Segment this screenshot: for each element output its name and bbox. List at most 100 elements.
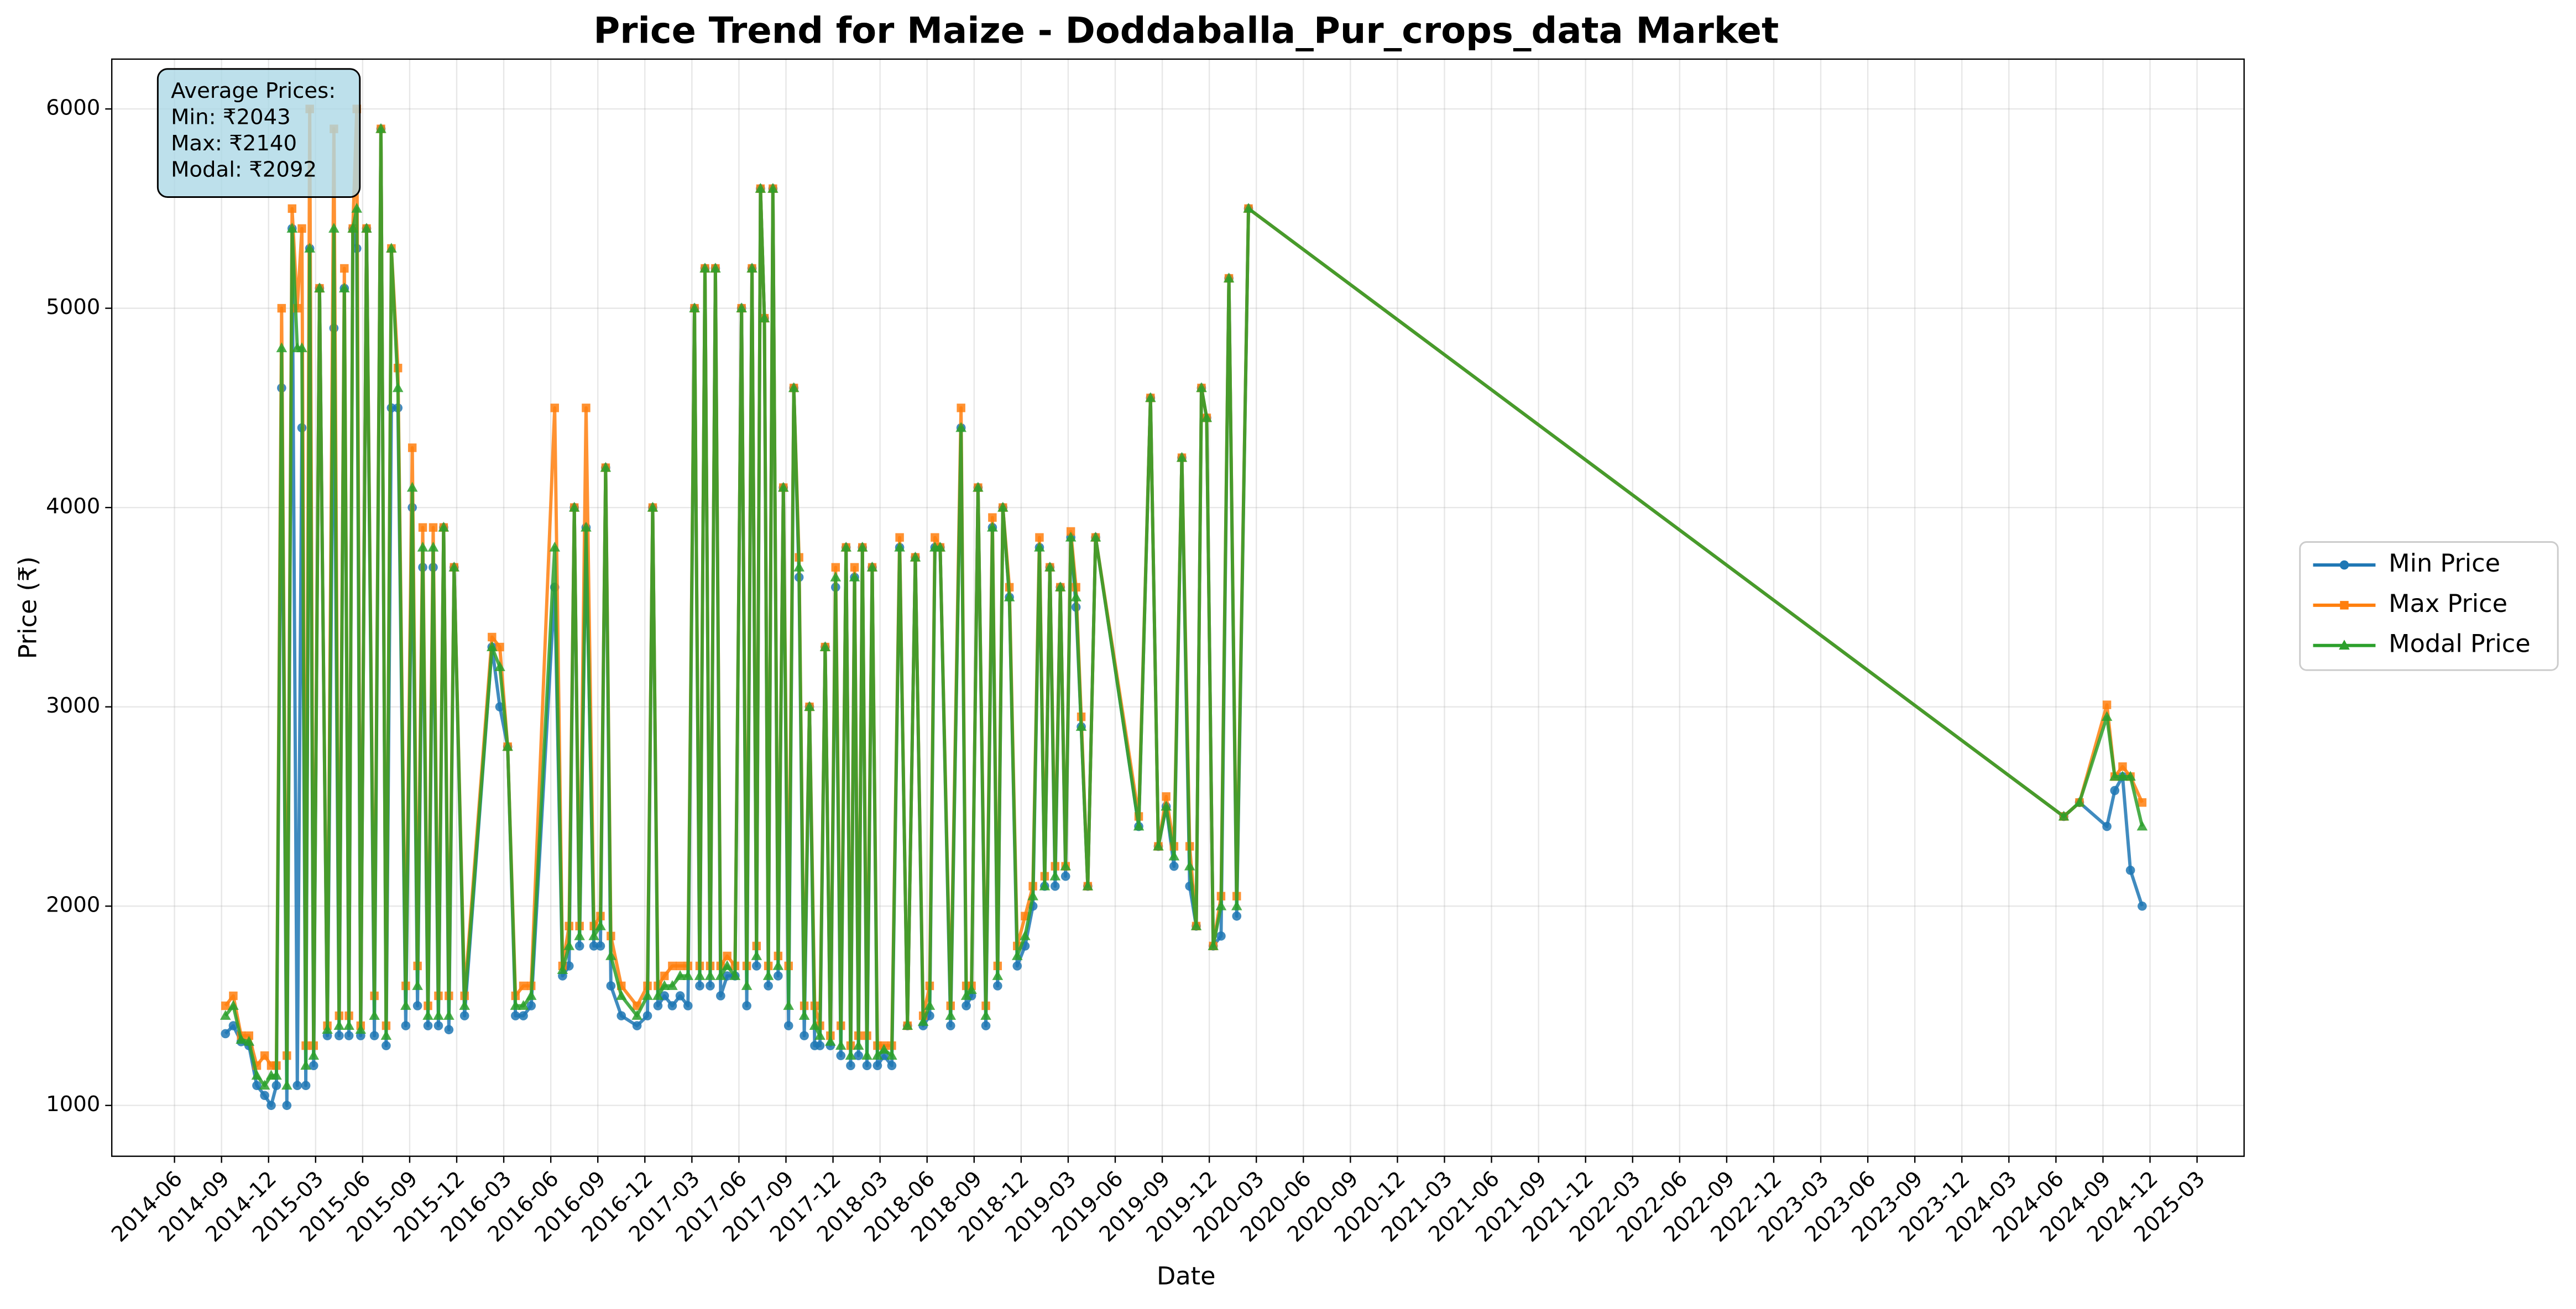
data-point bbox=[783, 1000, 795, 1010]
data-point bbox=[322, 1024, 333, 1034]
data-point bbox=[955, 422, 966, 432]
data-point bbox=[849, 571, 860, 582]
data-point bbox=[1161, 800, 1172, 811]
data-point bbox=[375, 123, 386, 133]
data-point bbox=[831, 563, 840, 572]
data-point bbox=[281, 1080, 292, 1090]
data-point bbox=[549, 541, 561, 552]
data-point bbox=[1168, 850, 1180, 861]
data-point bbox=[292, 1081, 302, 1091]
data-point bbox=[1060, 860, 1072, 871]
data-point bbox=[722, 960, 733, 970]
data-point bbox=[993, 981, 1002, 991]
data-point bbox=[433, 1021, 443, 1030]
data-point bbox=[444, 1025, 454, 1035]
data-point bbox=[400, 1000, 411, 1010]
data-point bbox=[267, 1101, 276, 1111]
data-point bbox=[1201, 412, 1213, 422]
data-point bbox=[815, 1041, 825, 1050]
data-point bbox=[1035, 533, 1044, 542]
y-axis-label: Price (₹) bbox=[14, 556, 43, 659]
x-axis-label: Date bbox=[1157, 1262, 1215, 1291]
data-point bbox=[588, 930, 599, 940]
data-point bbox=[351, 202, 363, 213]
data-point bbox=[793, 561, 804, 572]
data-point bbox=[631, 1010, 642, 1020]
data-point bbox=[563, 940, 575, 950]
data-point bbox=[800, 1031, 809, 1040]
data-point bbox=[988, 513, 997, 522]
legend-marker bbox=[2339, 560, 2349, 570]
data-point bbox=[1232, 911, 1242, 921]
data-point bbox=[710, 263, 721, 273]
data-point bbox=[297, 224, 306, 233]
data-point bbox=[282, 1101, 292, 1111]
data-point bbox=[895, 533, 904, 542]
data-point bbox=[220, 1010, 231, 1020]
data-point bbox=[581, 521, 592, 532]
data-point bbox=[1145, 392, 1156, 402]
y-tick-label: 5000 bbox=[46, 295, 100, 320]
data-point bbox=[1184, 860, 1195, 871]
data-point bbox=[244, 1031, 254, 1040]
data-point bbox=[568, 501, 580, 512]
data-point bbox=[243, 1035, 255, 1046]
data-point bbox=[872, 1061, 882, 1070]
data-point bbox=[459, 1000, 470, 1010]
data-point bbox=[605, 950, 616, 960]
data-point bbox=[668, 961, 677, 971]
data-point bbox=[343, 1020, 354, 1030]
data-point bbox=[1090, 531, 1101, 542]
data-point bbox=[422, 1010, 433, 1020]
data-point bbox=[762, 970, 774, 980]
data-point bbox=[1011, 950, 1023, 960]
data-point bbox=[519, 1011, 528, 1020]
data-point bbox=[1070, 591, 1081, 601]
data-point bbox=[861, 1050, 872, 1060]
data-point bbox=[1034, 541, 1045, 552]
data-point bbox=[260, 1091, 269, 1101]
data-point bbox=[830, 571, 842, 582]
data-point bbox=[1190, 920, 1202, 930]
data-point bbox=[2109, 771, 2120, 781]
data-point bbox=[856, 541, 868, 552]
data-point bbox=[850, 563, 859, 572]
data-point bbox=[992, 970, 1004, 980]
data-point bbox=[260, 1051, 269, 1060]
data-point bbox=[741, 980, 753, 990]
legend-marker bbox=[2340, 601, 2349, 610]
data-point bbox=[642, 1011, 652, 1020]
data-point bbox=[229, 991, 238, 1001]
data-point bbox=[788, 382, 800, 392]
data-point bbox=[600, 462, 612, 472]
data-point bbox=[675, 991, 685, 1001]
data-point bbox=[288, 204, 296, 213]
data-point bbox=[667, 1001, 677, 1010]
data-point bbox=[931, 533, 939, 542]
data-point bbox=[259, 1080, 270, 1090]
data-point bbox=[495, 642, 504, 652]
legend-marker bbox=[2339, 640, 2350, 650]
data-point bbox=[652, 990, 663, 1000]
data-point bbox=[616, 1011, 626, 1020]
data-point bbox=[300, 1060, 311, 1070]
data-point bbox=[301, 1081, 311, 1091]
data-point bbox=[777, 481, 789, 492]
data-point bbox=[1243, 202, 1254, 213]
annotation-box bbox=[156, 68, 361, 198]
data-point bbox=[966, 984, 977, 994]
data-point bbox=[660, 971, 669, 981]
y-tick-label: 3000 bbox=[46, 693, 100, 718]
data-point bbox=[887, 1061, 897, 1070]
data-point bbox=[2125, 866, 2135, 875]
data-point bbox=[1162, 792, 1171, 801]
data-point bbox=[429, 523, 438, 532]
data-point bbox=[809, 1020, 821, 1030]
plot-frame bbox=[111, 58, 2245, 1157]
y-tick-label: 2000 bbox=[46, 893, 100, 918]
data-point bbox=[221, 1029, 231, 1039]
data-point bbox=[276, 342, 288, 353]
data-point bbox=[1216, 931, 1226, 941]
